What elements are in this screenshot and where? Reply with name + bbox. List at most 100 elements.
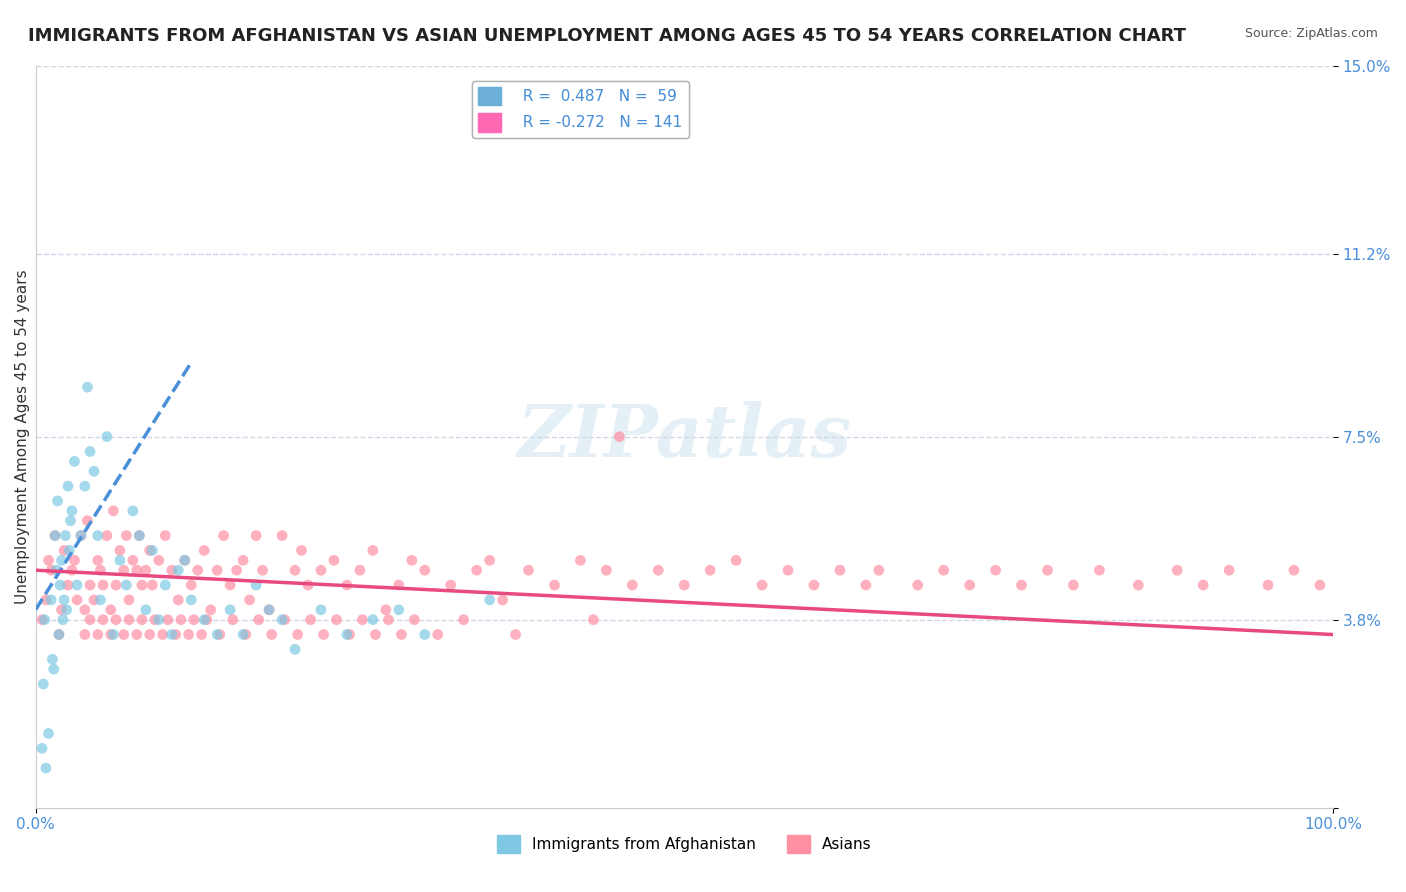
Point xyxy=(1128,578,1150,592)
Text: ZIPatlas: ZIPatlas xyxy=(517,401,851,472)
Point xyxy=(312,627,335,641)
Point xyxy=(79,578,101,592)
Point xyxy=(52,613,75,627)
Point xyxy=(273,613,295,627)
Point xyxy=(205,563,228,577)
Point xyxy=(569,553,592,567)
Point xyxy=(42,662,65,676)
Point xyxy=(89,593,111,607)
Point xyxy=(87,627,110,641)
Point xyxy=(155,578,177,592)
Point xyxy=(235,627,257,641)
Point xyxy=(491,593,513,607)
Point xyxy=(49,578,72,592)
Point xyxy=(190,627,212,641)
Point xyxy=(478,553,501,567)
Point xyxy=(984,563,1007,577)
Point xyxy=(352,613,374,627)
Point xyxy=(609,430,631,444)
Point xyxy=(58,543,80,558)
Point xyxy=(1011,578,1033,592)
Point xyxy=(595,563,617,577)
Point xyxy=(70,528,93,542)
Point xyxy=(104,578,127,592)
Legend:   R =  0.487   N =  59,   R = -0.272   N = 141: R = 0.487 N = 59, R = -0.272 N = 141 xyxy=(472,80,689,137)
Point xyxy=(180,578,202,592)
Point xyxy=(83,593,105,607)
Point xyxy=(193,613,215,627)
Point xyxy=(91,578,114,592)
Point xyxy=(776,563,799,577)
Point xyxy=(247,613,270,627)
Point xyxy=(63,553,86,567)
Point xyxy=(125,563,148,577)
Point xyxy=(245,578,267,592)
Point xyxy=(115,578,138,592)
Point xyxy=(34,613,56,627)
Text: IMMIGRANTS FROM AFGHANISTAN VS ASIAN UNEMPLOYMENT AMONG AGES 45 TO 54 YEARS CORR: IMMIGRANTS FROM AFGHANISTAN VS ASIAN UNE… xyxy=(28,27,1187,45)
Point xyxy=(48,627,70,641)
Point xyxy=(465,563,488,577)
Point xyxy=(284,563,307,577)
Point xyxy=(868,563,890,577)
Point xyxy=(828,563,851,577)
Point xyxy=(53,593,76,607)
Point xyxy=(361,543,384,558)
Point xyxy=(401,553,423,567)
Point xyxy=(56,479,79,493)
Point xyxy=(1088,563,1111,577)
Point xyxy=(38,553,60,567)
Point xyxy=(309,603,332,617)
Point xyxy=(31,741,53,756)
Point xyxy=(156,613,179,627)
Point xyxy=(39,563,62,577)
Point xyxy=(79,444,101,458)
Point xyxy=(287,627,309,641)
Point xyxy=(440,578,463,592)
Point xyxy=(87,553,110,567)
Point xyxy=(100,627,122,641)
Point xyxy=(855,578,877,592)
Point xyxy=(108,553,131,567)
Point xyxy=(257,603,280,617)
Point xyxy=(96,528,118,542)
Point xyxy=(271,528,294,542)
Point xyxy=(55,528,77,542)
Point xyxy=(160,627,183,641)
Point xyxy=(388,578,411,592)
Point xyxy=(219,578,242,592)
Point xyxy=(131,578,153,592)
Point xyxy=(76,514,98,528)
Point xyxy=(1062,578,1084,592)
Point xyxy=(89,563,111,577)
Point xyxy=(404,613,426,627)
Point xyxy=(38,726,60,740)
Point xyxy=(141,578,163,592)
Point xyxy=(44,528,66,542)
Point xyxy=(932,563,955,577)
Point xyxy=(239,593,262,607)
Point xyxy=(1218,563,1240,577)
Point xyxy=(252,563,274,577)
Point xyxy=(118,613,141,627)
Y-axis label: Unemployment Among Ages 45 to 54 years: Unemployment Among Ages 45 to 54 years xyxy=(15,269,30,604)
Point xyxy=(245,528,267,542)
Point xyxy=(148,553,170,567)
Point xyxy=(389,627,412,641)
Point xyxy=(31,613,53,627)
Point xyxy=(53,543,76,558)
Point xyxy=(167,563,190,577)
Point xyxy=(104,613,127,627)
Point xyxy=(219,603,242,617)
Point xyxy=(44,528,66,542)
Point xyxy=(155,528,177,542)
Point xyxy=(35,593,58,607)
Point xyxy=(478,593,501,607)
Point xyxy=(336,578,359,592)
Point xyxy=(323,553,346,567)
Point xyxy=(100,603,122,617)
Point xyxy=(108,543,131,558)
Point xyxy=(131,613,153,627)
Point xyxy=(1166,563,1188,577)
Point xyxy=(39,593,62,607)
